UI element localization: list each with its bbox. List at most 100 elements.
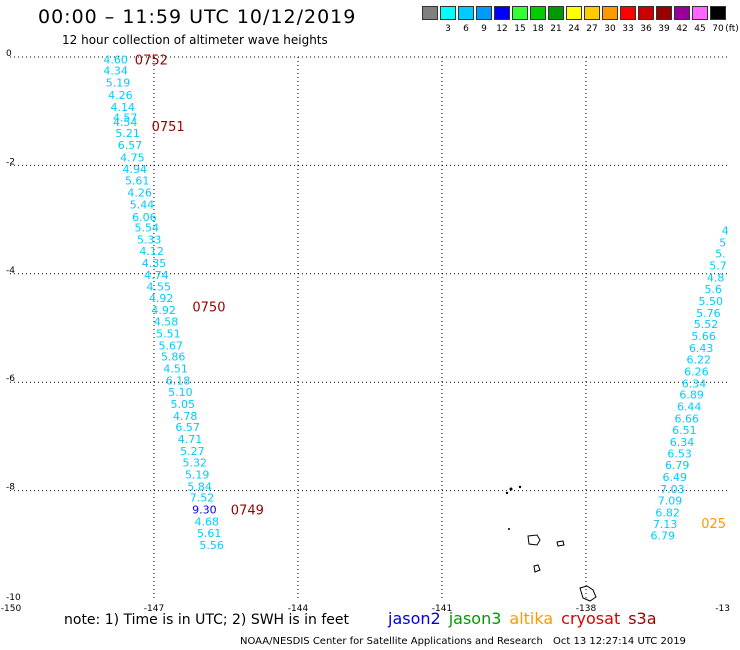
color-swatch [620,6,636,20]
wave-height-point: 5.19 [106,76,131,89]
x-tick-label: -138 [576,604,597,614]
wave-height-point: 4.55 [147,280,172,293]
y-tick-label: -4 [6,266,15,276]
pass-time-label: 0752 [135,54,168,69]
color-swatch-label: 45 [694,24,706,34]
wave-height-point: 4.35 [142,257,167,270]
legend-item-s3a: s3a [628,609,657,628]
wave-height-point: 5.84 [187,480,212,493]
color-swatch-label: 70 [712,24,724,34]
pass-time-labels: 0752 0751 0750 0749 025 [135,54,726,532]
wave-height-point: 4.58 [154,315,179,328]
wave-height-point: 5.52 [694,318,719,331]
wave-height-point: 4.78 [173,410,198,423]
y-tick-label: -2 [6,157,15,167]
wave-height-point: 5.50 [699,295,724,308]
pass-time-label: 025 [701,517,726,532]
color-swatch [494,6,510,20]
legend-item-altika: altika [509,609,554,628]
wave-height-point: 5.67 [159,339,184,352]
wave-height-point: 6.06 [132,211,157,224]
color-swatch [530,6,546,20]
wave-height-point: 6.22 [687,353,712,366]
wave-height-point: 4.8 [707,272,725,285]
x-tick-label: -147 [144,604,164,614]
wave-height-point: 5.61 [125,175,150,188]
satellite-legend: jason2 jason3 altika cryosat s3a [388,609,665,628]
color-swatch [458,6,474,20]
wave-height-point: 4.94 [123,163,148,176]
wave-height-point: 5.6 [704,283,722,296]
color-scale-unit: (ft) [725,24,739,34]
wave-height-point: 9.30 [192,504,217,517]
color-swatch [692,6,708,20]
wave-height-point: 6.57 [175,421,200,434]
color-swatch [422,6,438,20]
wave-height-point: 5.44 [130,198,155,211]
x-tick-label: -13 [715,604,730,614]
color-swatch-label: 9 [481,24,487,34]
wave-height-point: 4.26 [127,187,152,200]
y-tick-label: -8 [6,483,15,493]
wave-height-point: 4.60 [103,54,128,67]
color-swatch [656,6,672,20]
island-dot [518,485,522,489]
y-tick-label: -6 [6,374,15,384]
footnote: note: 1) Time is in UTC; 2) SWH is in fe… [64,612,350,628]
wave-height-point: 4.54 [113,116,138,129]
wave-height-point: 4 [722,224,729,237]
wave-height-point: 5.10 [168,386,193,399]
wave-height-point: 4.57 [113,112,138,125]
x-tick-label: -141 [432,604,452,614]
color-swatch-label: 3 [445,24,451,34]
pass-time-label: 0749 [231,504,264,519]
color-swatch-label: 36 [640,24,652,34]
wave-height-point: 5.76 [696,307,721,320]
wave-height-point: 4.92 [149,292,174,305]
island-outline [556,540,565,547]
color-swatch-label: 24 [568,24,580,34]
wave-height-point: 6.57 [118,139,143,152]
color-swatch [440,6,456,20]
wave-height-point: 4.14 [111,101,136,114]
island-outline [533,564,541,573]
color-swatch [566,6,582,20]
island-outlines [505,485,597,602]
color-swatch [602,6,618,20]
wave-height-point: 4.26 [108,89,133,102]
wave-height-point: 4.75 [120,151,145,164]
wave-height-point: 4.34 [103,65,128,78]
wave-height-point: 7.09 [658,494,683,507]
grid-lines [10,56,730,599]
wave-height-point: 5.51 [156,327,181,340]
wave-height-point: 5.19 [185,468,210,481]
wave-height-point: 5 [719,236,726,249]
color-swatch [674,6,690,20]
color-swatch-label: 30 [604,24,616,34]
color-swatch-label: 33 [622,24,634,34]
wave-height-point: 6.79 [651,530,676,543]
wave-height-point: 6.44 [677,401,702,414]
credit-line: NOAA/NESDIS Center for Satellite Applica… [240,636,543,647]
color-swatch [710,6,726,20]
y-tick-label: -10 [6,593,21,603]
wave-height-point: 6.82 [655,506,680,519]
island-dot [508,528,510,530]
wave-height-point: 5.27 [180,445,205,458]
wave-height-point: 4.51 [163,363,188,376]
axis-tick-labels: -150 -147 -144 -141 -138 -13 0 -2 -4 -6 -8 -10 [1,49,730,614]
wave-height-point: 5.33 [137,234,162,247]
color-swatch-label: 39 [658,24,670,34]
wave-height-point: 5. [715,248,726,261]
wave-height-point: 4.68 [195,515,220,528]
wave-height-point: 5.32 [183,456,208,469]
wave-height-point: 5.7 [709,260,727,273]
wave-height-point: 4.92 [151,304,176,317]
legend-item-cryosat: cryosat [561,609,621,628]
pass-time-label: 0750 [192,300,225,315]
wave-height-point: 6.79 [665,459,690,472]
wave-height-point: 6.53 [667,448,692,461]
island-dot [505,491,509,495]
wave-height-point: 6.18 [166,375,191,388]
